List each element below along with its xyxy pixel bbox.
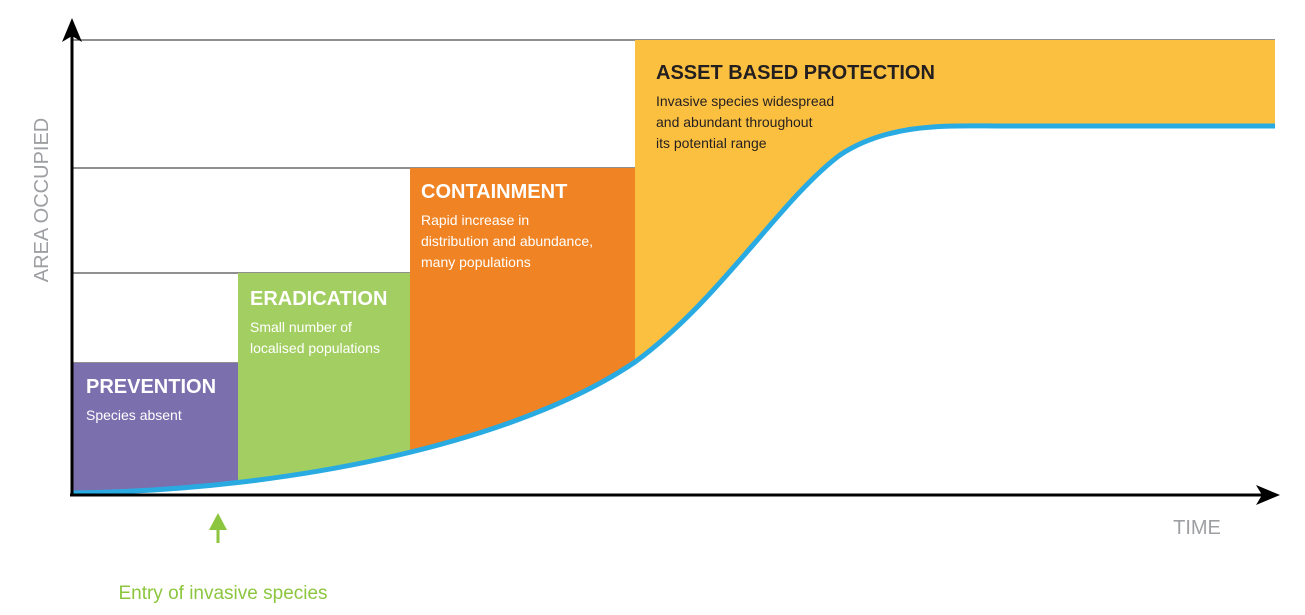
stage-description: many populations bbox=[421, 254, 531, 270]
stage-description: Small number of bbox=[250, 319, 352, 335]
stage-description: distribution and abundance, bbox=[421, 233, 593, 249]
x-axis-arrow bbox=[1256, 485, 1280, 505]
y-axis-label: AREA OCCUPIED bbox=[31, 118, 53, 282]
y-axis-arrow bbox=[62, 18, 82, 42]
stage-title: ASSET BASED PROTECTION bbox=[656, 62, 935, 84]
x-axis-label: TIME bbox=[1173, 517, 1221, 539]
stage-description: Rapid increase in bbox=[421, 212, 529, 228]
stage-description: Species absent bbox=[86, 407, 182, 423]
entry-annotation: Entry of invasive species bbox=[118, 583, 327, 604]
stage-description: its potential range bbox=[656, 135, 767, 151]
invasion-curve bbox=[71, 123, 1275, 496]
below-curve bbox=[72, 125, 1275, 495]
stage-title: ERADICATION bbox=[250, 288, 387, 310]
stage-description: and abundant throughout bbox=[656, 114, 813, 130]
stage-title: CONTAINMENT bbox=[421, 181, 567, 203]
prevention-zone bbox=[72, 363, 238, 495]
entry-arrow-head bbox=[209, 513, 227, 530]
stage-description: Invasive species widespread bbox=[656, 93, 834, 109]
stage-labels: PREVENTION Species absent ERADICATION Small… bbox=[86, 62, 935, 423]
stage-description: localised populations bbox=[250, 340, 380, 356]
stage-title: PREVENTION bbox=[86, 376, 216, 398]
